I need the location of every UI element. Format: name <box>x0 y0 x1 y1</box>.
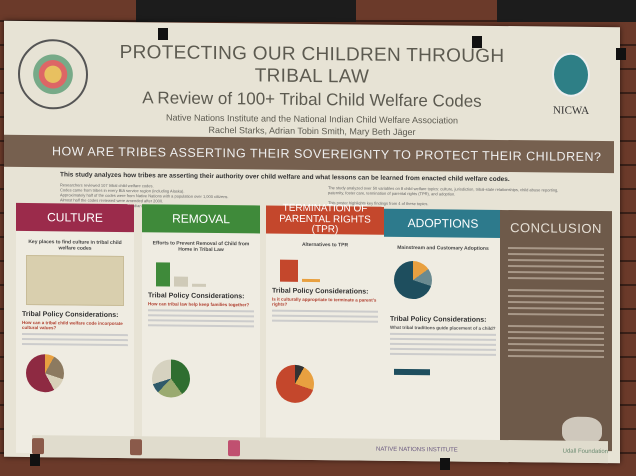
removal-pie-chart <box>152 359 190 398</box>
tpr-bar-chart <box>280 252 370 283</box>
poster-title: PROTECTING OUR CHILDREN THROUGH TRIBAL L… <box>119 41 505 88</box>
binder-clip <box>30 454 40 466</box>
tpr-pie-chart <box>276 364 314 404</box>
binder-clip <box>472 36 482 48</box>
intro-heading: This study analyzes how tribes are asser… <box>60 171 510 184</box>
binder-clip <box>158 28 168 40</box>
nicwa-logo: NICWA <box>552 52 590 119</box>
poster-subtitle: A Review of 100+ Tribal Child Welfare Co… <box>142 88 482 111</box>
tpr-column: TERMINATION OF PARENTAL RIGHTS (TPR) Alt… <box>266 203 384 457</box>
poster: NICWA PROTECTING OUR CHILDREN THROUGH TR… <box>4 20 620 464</box>
removal-column: REMOVAL Efforts to Prevent Removal of Ch… <box>142 204 260 456</box>
conclusion-column: CONCLUSION <box>500 209 612 452</box>
photo-frame <box>497 0 636 22</box>
author-photo <box>32 438 44 455</box>
native-nations-institute-logo <box>18 38 88 110</box>
intro: This study analyzes how tribes are asser… <box>60 171 600 209</box>
author-photo <box>228 440 240 457</box>
poster-header: PROTECTING OUR CHILDREN THROUGH TRIBAL L… <box>94 42 530 139</box>
binder-clip <box>440 458 450 470</box>
footer-nni-logo: NATIVE NATIONS INSTITUTE <box>376 446 458 454</box>
question-banner: HOW ARE TRIBES ASSERTING THEIR SOVEREIGN… <box>4 134 614 174</box>
adoptions-column: ADOPTIONS Mainstream and Customary Adopt… <box>384 208 502 460</box>
author-photo <box>130 439 142 456</box>
culture-column: CULTURE Key places to find culture in tr… <box>16 202 134 455</box>
photo-frame <box>136 0 356 22</box>
removal-bar-chart <box>156 256 246 287</box>
udall-foundation-logo: Udall Foundation <box>562 448 608 456</box>
binder-clip <box>616 48 626 60</box>
culture-diagram <box>26 255 124 307</box>
culture-pie-chart <box>26 354 64 393</box>
adoptions-pie-chart <box>394 260 432 300</box>
adoptions-bar-chart <box>394 368 430 376</box>
